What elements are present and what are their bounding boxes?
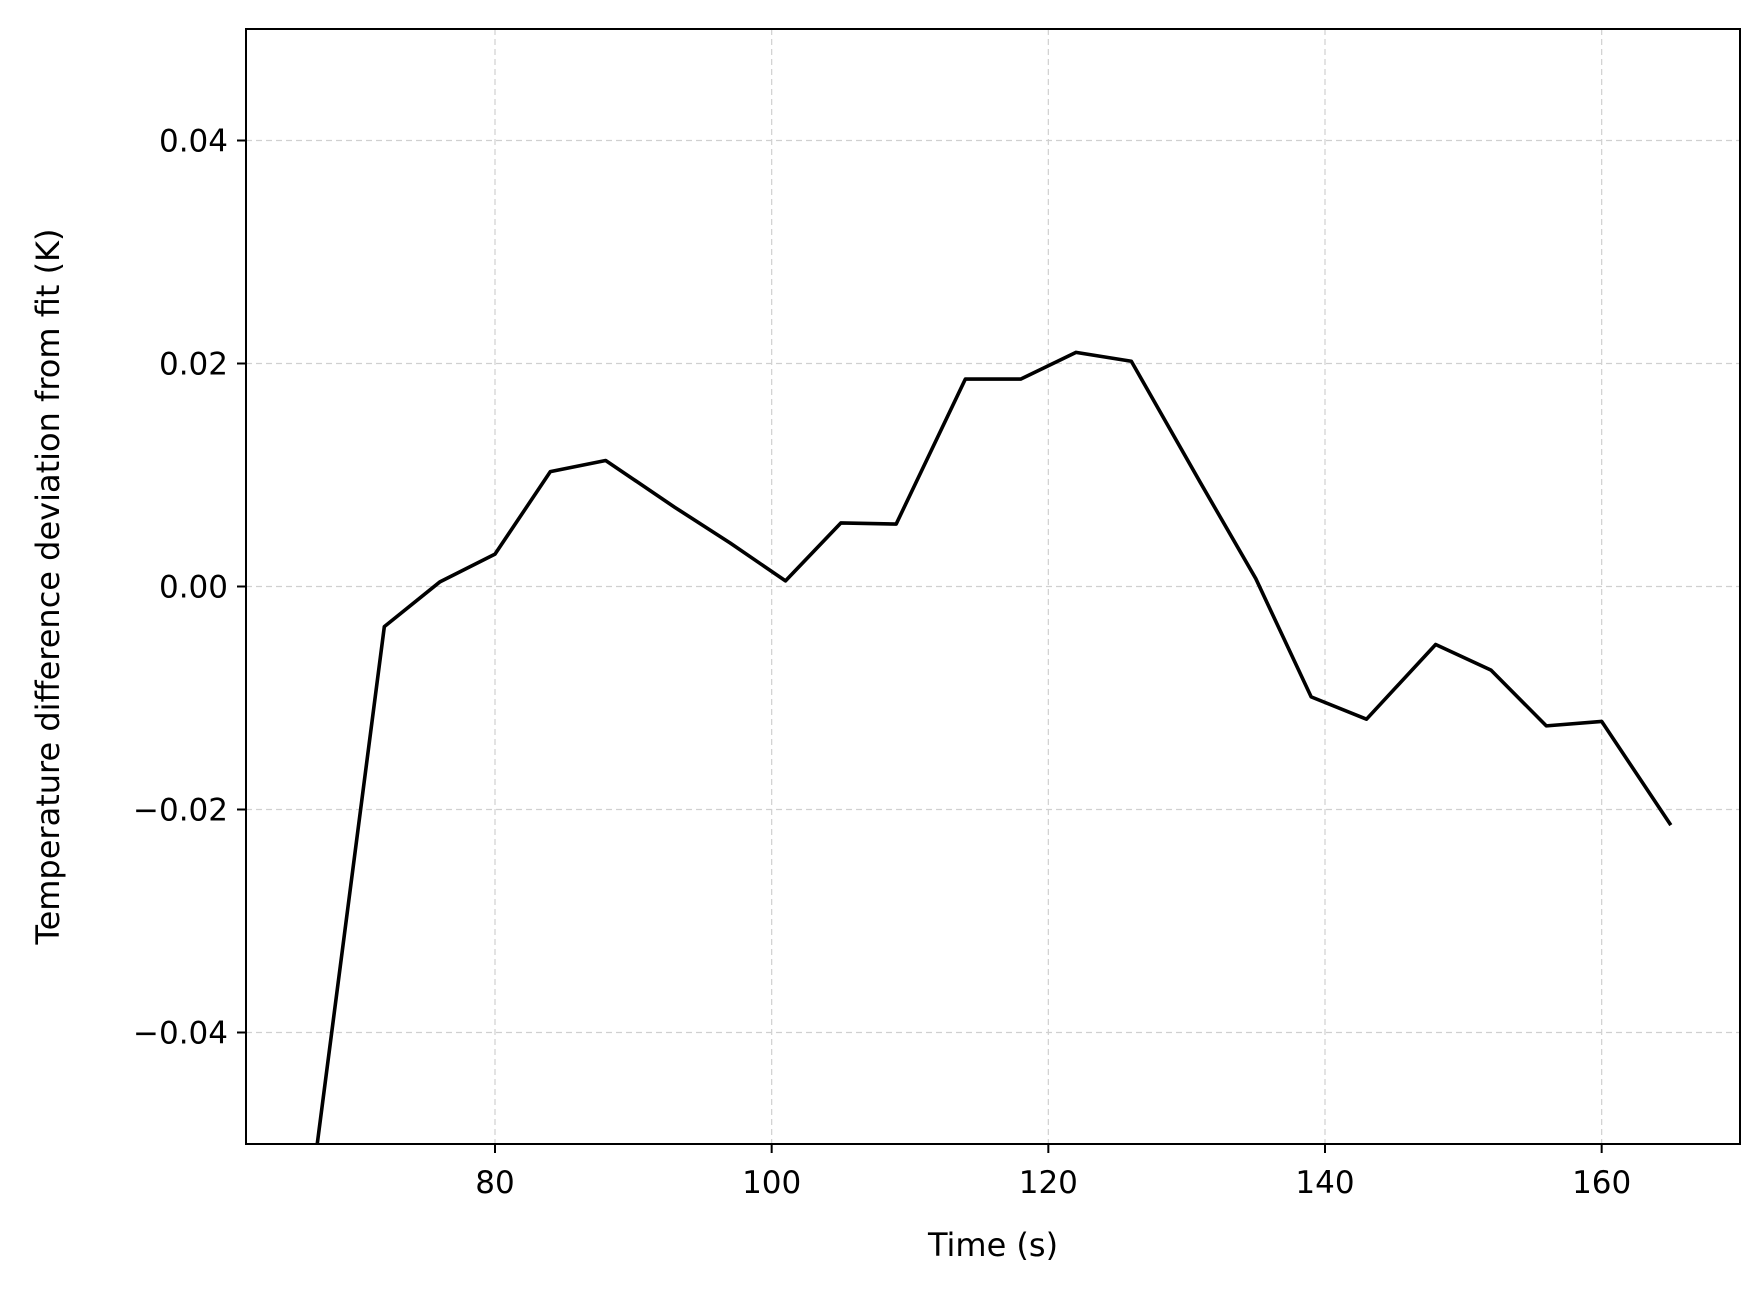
plot-area [315,350,1673,1144]
x-tick-label: 100 [742,1165,801,1201]
y-axis-label: Temperature difference deviation from fi… [29,228,67,945]
x-tick-label: 140 [1295,1165,1354,1201]
ticks: 80 100 120 140 160 −0.04 −0.02 0.00 0.02 0.04 [133,124,1631,1202]
x-tick-label: 160 [1572,1165,1631,1201]
y-tick-label: 0.00 [159,570,228,606]
y-tick-label: 0.02 [159,347,228,383]
y-tick-label: −0.04 [133,1016,228,1052]
y-tick-label: 0.04 [159,124,228,160]
series-line-0 [315,350,1673,1144]
y-tick-label: −0.02 [133,793,228,829]
x-tick-label: 120 [1019,1165,1078,1201]
x-tick-label: 80 [475,1165,514,1201]
x-axis-label: Time (s) [927,1226,1058,1264]
grid [246,29,1740,1144]
